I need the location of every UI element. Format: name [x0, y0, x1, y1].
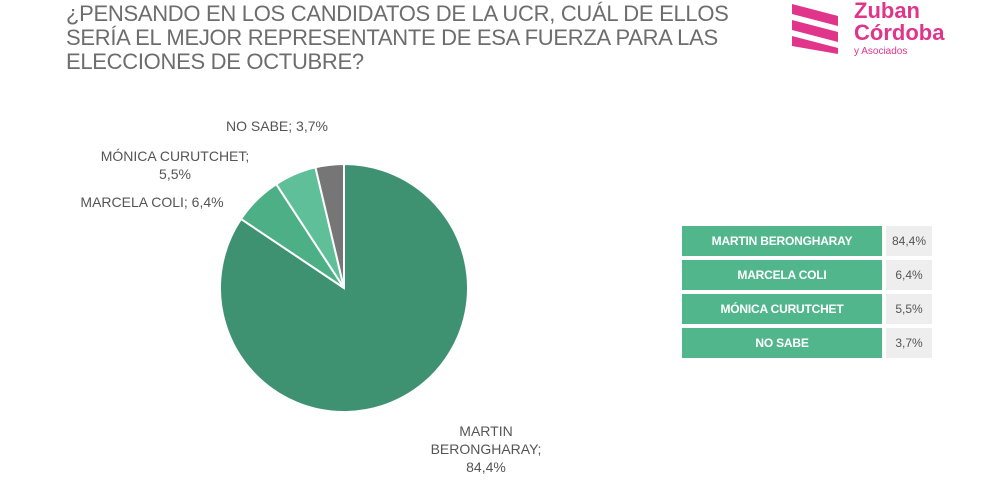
logo: Zuban Córdoba y Asociados	[786, 0, 986, 60]
pie-label-2: MÓNICA CURUTCHET; 5,5%	[101, 148, 250, 182]
table-row-value: 3,7%	[886, 328, 932, 358]
table-row-name: MÓNICA CURUTCHET	[682, 294, 882, 324]
table-row: MARTIN BERONGHARAY 84,4%	[682, 226, 932, 256]
chart-title: ¿PENSANDO EN LOS CANDIDATOS DE LA UCR, C…	[66, 1, 729, 74]
pie-chart: MARTIN BERONGHARAY; 84,4% MARCELA COLI; 6,4…	[80, 118, 542, 475]
table-row-value: 84,4%	[886, 226, 932, 256]
pie-label-1: MARCELA COLI; 6,4%	[80, 194, 223, 210]
table-row-name: NO SABE	[682, 328, 882, 358]
logo-line-1: Zuban	[854, 0, 920, 23]
legend-table: MARTIN BERONGHARAY 84,4% MARCELA COLI 6,4% M…	[682, 226, 932, 362]
table-row-name: MARTIN BERONGHARAY	[682, 226, 882, 256]
pie-label-3: NO SABE; 3,7%	[226, 118, 328, 134]
table-row-value: 6,4%	[886, 260, 932, 290]
pie-label-0: MARTIN BERONGHARAY; 84,4%	[431, 423, 542, 475]
table-row-value: 5,5%	[886, 294, 932, 324]
pie-slice-3	[314, 162, 345, 289]
table-row: MÓNICA CURUTCHET 5,5%	[682, 294, 932, 324]
logo-line-2: Córdoba	[854, 20, 945, 45]
logo-stripes-icon	[792, 4, 838, 54]
table-row: MARCELA COLI 6,4%	[682, 260, 932, 290]
table-row: NO SABE 3,7%	[682, 328, 932, 358]
logo-subtitle: y Asociados	[854, 46, 908, 57]
table-row-name: MARCELA COLI	[682, 260, 882, 290]
